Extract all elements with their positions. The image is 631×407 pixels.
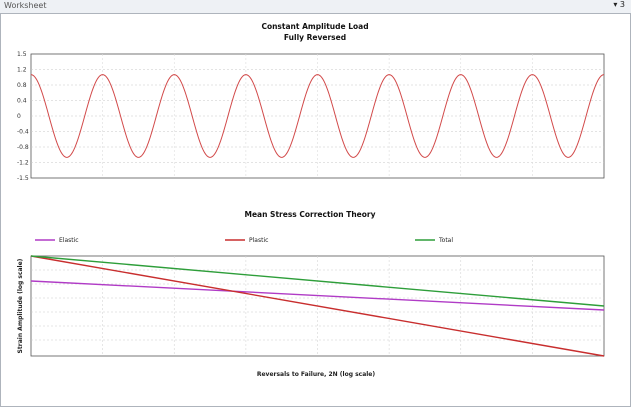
chart1-y-tick-label: 1.5	[17, 51, 27, 58]
chart2-y-axis-label: Strain Amplitude (log scale)	[17, 258, 24, 353]
window-title: Worksheet	[4, 1, 47, 10]
series-elastic-line	[30, 280, 605, 311]
chart2-series	[30, 255, 605, 357]
chart1-y-tick-label: 0.4	[17, 98, 27, 105]
chart2-x-axis-label: Reversals to Failure, 2N (log scale)	[257, 371, 376, 378]
series-plastic-line	[30, 255, 605, 357]
legend-label-elastic: Elastic	[59, 237, 79, 244]
legend-label-plastic: Plastic	[249, 237, 268, 244]
chart-mean-stress: Mean Stress Correction Theory Elastic Pl…	[17, 210, 605, 378]
legend-label-total: Total	[438, 237, 453, 244]
chart1-title: Constant Amplitude Load	[261, 22, 368, 31]
chart2-legend: Elastic Plastic Total	[35, 237, 453, 244]
chart1-series-line	[30, 74, 605, 158]
chart2-title: Mean Stress Correction Theory	[244, 210, 375, 219]
chart1-y-tick-label: 0.8	[17, 82, 27, 89]
chart1-y-tick-label: 0	[17, 113, 21, 120]
chart1-y-axis: 1.5 1.2 0.8 0.4 0 -0.4 -0.8 -1.2 -1.5	[17, 51, 29, 182]
series-total-line	[30, 255, 605, 307]
chart1-y-tick-label: -0.4	[17, 129, 29, 136]
chart1-subtitle: Fully Reversed	[284, 33, 346, 42]
chart1-y-tick-label: -1.5	[17, 175, 29, 182]
chart1-y-tick-label: -1.2	[17, 160, 29, 167]
chart1-y-tick-label: -0.8	[17, 144, 29, 151]
chart-constant-amplitude: Constant Amplitude Load Fully Reversed 1…	[17, 22, 605, 182]
chart1-y-tick-label: 1.2	[17, 67, 27, 74]
window-menu-button[interactable]: ▾ 3	[613, 0, 625, 9]
